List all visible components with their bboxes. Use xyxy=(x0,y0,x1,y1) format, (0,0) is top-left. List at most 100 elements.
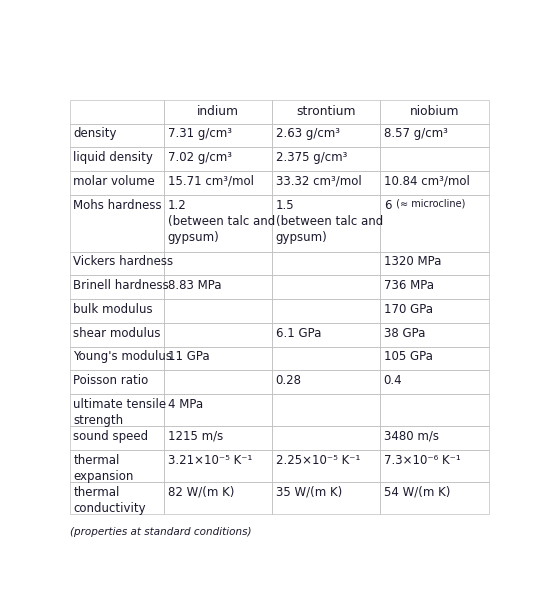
Text: niobium: niobium xyxy=(410,105,459,118)
Bar xyxy=(380,276,489,299)
Text: bulk modulus: bulk modulus xyxy=(73,303,153,316)
Text: 6.1 GPa: 6.1 GPa xyxy=(276,327,321,339)
Bar xyxy=(70,394,164,426)
Bar xyxy=(164,171,273,195)
Bar xyxy=(70,171,164,195)
Text: density: density xyxy=(73,127,117,140)
Text: 1215 m/s: 1215 m/s xyxy=(168,430,223,443)
Text: thermal
conductivity: thermal conductivity xyxy=(73,486,146,515)
Text: sound speed: sound speed xyxy=(73,430,149,443)
Bar xyxy=(164,347,273,370)
Bar xyxy=(164,426,273,450)
Text: Young's modulus: Young's modulus xyxy=(73,351,172,363)
Text: 0.28: 0.28 xyxy=(276,374,302,387)
Bar xyxy=(164,252,273,276)
Bar xyxy=(70,100,164,124)
Text: indium: indium xyxy=(197,105,239,118)
Text: 7.31 g/cm³: 7.31 g/cm³ xyxy=(168,127,232,140)
Text: thermal
expansion: thermal expansion xyxy=(73,454,134,483)
Text: 2.25×10⁻⁵ K⁻¹: 2.25×10⁻⁵ K⁻¹ xyxy=(276,454,360,467)
Bar xyxy=(380,252,489,276)
Text: 10.84 cm³/mol: 10.84 cm³/mol xyxy=(384,175,469,188)
Text: 736 MPa: 736 MPa xyxy=(384,279,434,292)
Text: (properties at standard conditions): (properties at standard conditions) xyxy=(70,527,252,537)
Bar xyxy=(380,482,489,514)
Text: Brinell hardness: Brinell hardness xyxy=(73,279,169,292)
Text: 7.02 g/cm³: 7.02 g/cm³ xyxy=(168,151,232,164)
Bar xyxy=(70,370,164,394)
Bar xyxy=(273,171,380,195)
Text: 170 GPa: 170 GPa xyxy=(384,303,432,316)
Text: 7.3×10⁻⁶ K⁻¹: 7.3×10⁻⁶ K⁻¹ xyxy=(384,454,460,467)
Bar xyxy=(164,124,273,148)
Bar xyxy=(164,148,273,171)
Bar xyxy=(164,276,273,299)
Bar xyxy=(164,450,273,482)
Text: 54 W/(m K): 54 W/(m K) xyxy=(384,486,450,499)
Bar xyxy=(380,323,489,347)
Bar xyxy=(164,323,273,347)
Bar xyxy=(273,299,380,323)
Bar xyxy=(70,482,164,514)
Bar xyxy=(380,148,489,171)
Bar xyxy=(70,347,164,370)
Text: 11 GPa: 11 GPa xyxy=(168,351,209,363)
Bar xyxy=(70,426,164,450)
Bar xyxy=(164,482,273,514)
Text: ultimate tensile
strength: ultimate tensile strength xyxy=(73,398,166,427)
Text: 8.83 MPa: 8.83 MPa xyxy=(168,279,221,292)
Text: 82 W/(m K): 82 W/(m K) xyxy=(168,486,234,499)
Bar xyxy=(273,100,380,124)
Bar xyxy=(70,450,164,482)
Text: 2.375 g/cm³: 2.375 g/cm³ xyxy=(276,151,347,164)
Bar xyxy=(380,347,489,370)
Bar xyxy=(380,195,489,252)
Text: Poisson ratio: Poisson ratio xyxy=(73,374,149,387)
Bar xyxy=(70,195,164,252)
Text: 2.63 g/cm³: 2.63 g/cm³ xyxy=(276,127,339,140)
Bar xyxy=(273,482,380,514)
Bar xyxy=(273,426,380,450)
Bar xyxy=(273,394,380,426)
Bar xyxy=(273,276,380,299)
Bar xyxy=(70,276,164,299)
Bar xyxy=(380,394,489,426)
Text: 105 GPa: 105 GPa xyxy=(384,351,432,363)
Text: 15.71 cm³/mol: 15.71 cm³/mol xyxy=(168,175,254,188)
Bar xyxy=(70,124,164,148)
Bar xyxy=(273,450,380,482)
Text: 6: 6 xyxy=(384,199,391,212)
Bar xyxy=(164,299,273,323)
Text: Vickers hardness: Vickers hardness xyxy=(73,255,174,268)
Text: 1.2
(between talc and
gypsum): 1.2 (between talc and gypsum) xyxy=(168,199,275,244)
Bar xyxy=(380,450,489,482)
Text: 33.32 cm³/mol: 33.32 cm³/mol xyxy=(276,175,361,188)
Text: shear modulus: shear modulus xyxy=(73,327,161,339)
Text: (≈ microcline): (≈ microcline) xyxy=(393,199,465,208)
Text: 3.21×10⁻⁵ K⁻¹: 3.21×10⁻⁵ K⁻¹ xyxy=(168,454,252,467)
Text: strontium: strontium xyxy=(296,105,356,118)
Text: 1320 MPa: 1320 MPa xyxy=(384,255,441,268)
Text: 1.5
(between talc and
gypsum): 1.5 (between talc and gypsum) xyxy=(276,199,383,244)
Text: 0.4: 0.4 xyxy=(384,374,403,387)
Text: 4 MPa: 4 MPa xyxy=(168,398,203,411)
Text: 38 GPa: 38 GPa xyxy=(384,327,425,339)
Bar xyxy=(164,100,273,124)
Bar xyxy=(273,323,380,347)
Bar xyxy=(273,195,380,252)
Bar xyxy=(70,323,164,347)
Bar xyxy=(380,299,489,323)
Bar xyxy=(273,370,380,394)
Text: molar volume: molar volume xyxy=(73,175,155,188)
Bar xyxy=(380,370,489,394)
Text: 8.57 g/cm³: 8.57 g/cm³ xyxy=(384,127,448,140)
Text: 3480 m/s: 3480 m/s xyxy=(384,430,438,443)
Bar xyxy=(380,171,489,195)
Text: 35 W/(m K): 35 W/(m K) xyxy=(276,486,342,499)
Text: Mohs hardness: Mohs hardness xyxy=(73,199,162,212)
Bar xyxy=(164,394,273,426)
Bar xyxy=(273,148,380,171)
Bar xyxy=(70,299,164,323)
Bar xyxy=(164,195,273,252)
Bar xyxy=(70,148,164,171)
